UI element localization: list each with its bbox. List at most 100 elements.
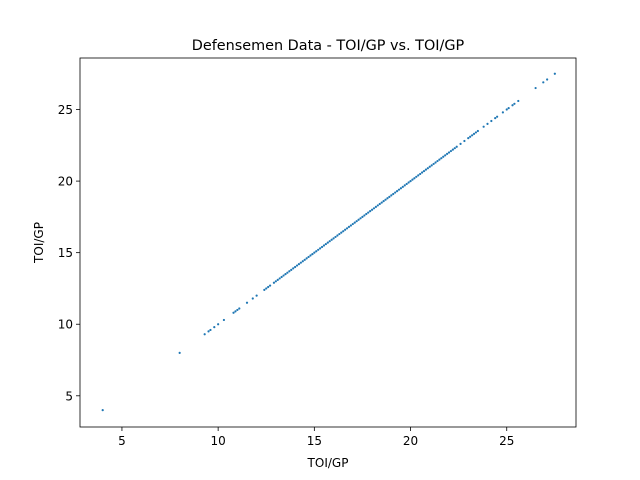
scatter-point (276, 278, 279, 281)
scatter-point (101, 409, 104, 412)
scatter-point (451, 148, 454, 151)
scatter-point (546, 78, 549, 81)
scatter-point (297, 263, 301, 266)
scatter-point (301, 260, 304, 263)
scatter-point (290, 268, 293, 271)
scatter-point (284, 273, 287, 276)
scatter-point (438, 158, 441, 161)
scatter-point (542, 81, 545, 84)
scatter-point (413, 177, 416, 180)
scatter-point (272, 281, 276, 284)
scatter-point (440, 157, 443, 160)
scatter-point (324, 242, 327, 246)
scatter-point (553, 72, 556, 75)
scatter-point (511, 104, 514, 107)
scatter-point (513, 102, 516, 105)
scatter-point (472, 132, 476, 135)
y-tick-label: 20 (58, 175, 73, 189)
scatter-point (390, 194, 393, 197)
scatter-point (474, 131, 478, 134)
scatter-point (417, 174, 420, 177)
scatter-point (361, 215, 364, 218)
scatter-point (320, 245, 324, 249)
scatter-point (303, 258, 306, 261)
scatter-point (496, 115, 499, 118)
scatter-point (234, 310, 237, 313)
scatter-point (471, 134, 474, 137)
scatter-point (280, 275, 283, 279)
scatter-point (355, 220, 358, 223)
scatter-point (463, 139, 466, 143)
scatter-point (505, 108, 508, 111)
scatter-point (374, 205, 378, 208)
scatter-point (436, 159, 439, 163)
scatter-point (338, 232, 341, 236)
scatter-point (376, 204, 379, 207)
scatter-point (507, 107, 510, 110)
x-tick-label: 15 (307, 434, 322, 448)
x-tick-label: 5 (118, 434, 126, 448)
scatter-point (411, 178, 414, 181)
scatter-point (392, 192, 395, 196)
scatter-point (409, 180, 412, 183)
scatter-point (294, 265, 297, 269)
scatter-point (311, 252, 314, 256)
points-layer (101, 72, 556, 412)
scatter-point (399, 187, 403, 190)
scatter-point (328, 240, 331, 243)
scatter-point (455, 145, 458, 148)
scatter-point (397, 188, 401, 191)
scatter-point (401, 185, 404, 188)
scatter-point (340, 231, 343, 234)
y-tick-label: 10 (58, 318, 73, 332)
y-axis-label: TOI/GP (32, 222, 46, 264)
x-tick-label: 25 (499, 434, 514, 448)
scatter-point (309, 254, 312, 257)
scatter-point (295, 264, 299, 267)
scatter-point (265, 287, 268, 290)
scatter-point (238, 307, 241, 310)
scatter-point (395, 190, 399, 193)
scatter-point (274, 280, 277, 283)
scatter-point (367, 211, 370, 214)
scatter-point (359, 217, 362, 220)
x-tick-label: 20 (403, 434, 418, 448)
scatter-point (403, 184, 406, 187)
scatter-point (428, 165, 431, 168)
scatter-point (203, 333, 206, 336)
scatter-point (245, 301, 249, 304)
scatter-point (351, 222, 354, 226)
scatter-point (447, 151, 451, 154)
scatter-point (363, 214, 366, 217)
chart-title: Defensemen Data - TOI/GP vs. TOI/GP (192, 38, 465, 54)
y-tick-label: 5 (65, 389, 73, 403)
scatter-point (386, 197, 389, 200)
x-axis: 5 10 15 20 25 (118, 427, 514, 448)
y-axis: 5 10 15 20 25 (58, 103, 80, 403)
scatter-point (432, 162, 435, 166)
scatter-point (213, 325, 216, 329)
scatter-point (482, 125, 485, 128)
y-tick-label: 25 (58, 103, 73, 117)
scatter-point (449, 149, 453, 153)
scatter-point (407, 181, 410, 184)
scatter-point (307, 255, 310, 259)
scatter-point (467, 137, 470, 140)
scatter-point (494, 117, 497, 120)
scatter-point (344, 228, 347, 231)
scatter-point (347, 225, 351, 228)
scatter-point (394, 191, 397, 194)
scatter-point (334, 235, 337, 239)
scatter-point (288, 270, 291, 273)
scatter-point (255, 294, 258, 297)
x-axis-label: TOI/GP (307, 456, 349, 470)
scatter-point (388, 195, 391, 198)
scatter-point (268, 284, 272, 287)
scatter-point (501, 111, 504, 114)
scatter-point (315, 250, 318, 253)
scatter-point (469, 135, 472, 138)
scatter-point (209, 328, 212, 332)
scatter-point (430, 164, 433, 167)
scatter-point (286, 271, 289, 274)
